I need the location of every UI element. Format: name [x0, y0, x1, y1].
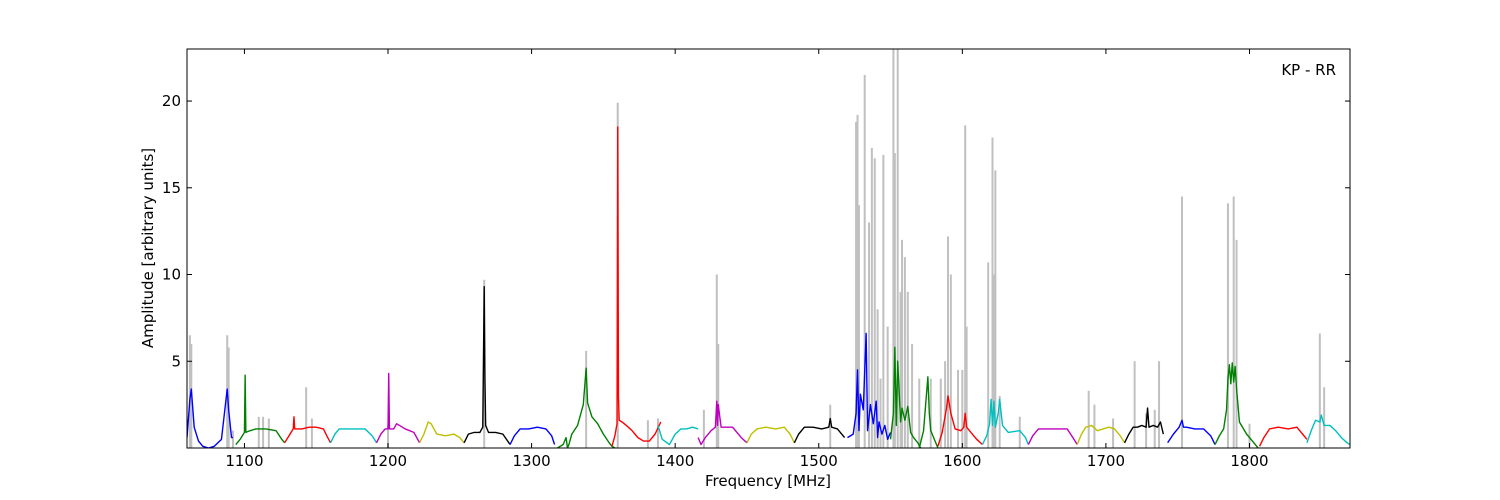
- x-tick-label: 1800: [1230, 452, 1268, 470]
- series-segment-11: [697, 400, 748, 446]
- series-group: [187, 126, 1350, 448]
- series-segment-2: [284, 416, 332, 444]
- y-tick-label: 20: [162, 92, 181, 110]
- x-tick-label: 1400: [656, 452, 694, 470]
- y-tick-label: 5: [171, 352, 181, 370]
- series-segment-25: [1306, 414, 1350, 446]
- x-tick-label: 1500: [800, 452, 838, 470]
- series-segment-21: [1123, 407, 1165, 444]
- x-tick-label: 1600: [943, 452, 981, 470]
- series-segment-19: [1027, 428, 1078, 445]
- series-segment-6: [463, 285, 511, 445]
- series-segment-8: [557, 367, 616, 448]
- series-segment-18: [981, 398, 1030, 445]
- series-segment-12: [746, 426, 795, 444]
- series-segment-0: [187, 388, 233, 448]
- series-segment-13: [793, 417, 846, 444]
- x-tick-label: 1300: [512, 452, 550, 470]
- series-segment-24: [1258, 426, 1308, 447]
- series-segment-15: [889, 346, 922, 448]
- plot-annotation: KP - RR: [1281, 61, 1336, 79]
- series-segment-10: [657, 425, 699, 446]
- series-segment-16: [918, 376, 939, 448]
- series-segment-4: [375, 372, 421, 444]
- series-segment-14: [847, 332, 892, 441]
- x-tick-label: 1200: [369, 452, 407, 470]
- y-axis-label: Amplitude [arbitrary units]: [139, 148, 157, 348]
- x-axis: 1100 1200 1300 1400 1500 1600 1700 1800: [225, 49, 1269, 470]
- series-segment-1: [235, 374, 286, 445]
- x-tick-label: 1100: [225, 452, 263, 470]
- series-segment-9: [611, 126, 662, 447]
- plot-frame: [186, 48, 1351, 449]
- x-axis-label: Frequency [MHz]: [705, 472, 831, 490]
- series-segment-7: [509, 426, 556, 445]
- y-tick-label: 10: [162, 266, 181, 284]
- y-tick-label: 15: [162, 179, 181, 197]
- series-segment-5: [418, 421, 465, 444]
- series-segment-17: [937, 395, 983, 447]
- y-axis: 5 10 15 20: [162, 92, 1350, 370]
- x-tick-label: 1700: [1087, 452, 1125, 470]
- series-segment-22: [1167, 419, 1216, 445]
- series-segment-20: [1076, 424, 1126, 445]
- series-segment-3: [329, 428, 378, 444]
- series-segment-23: [1214, 362, 1259, 448]
